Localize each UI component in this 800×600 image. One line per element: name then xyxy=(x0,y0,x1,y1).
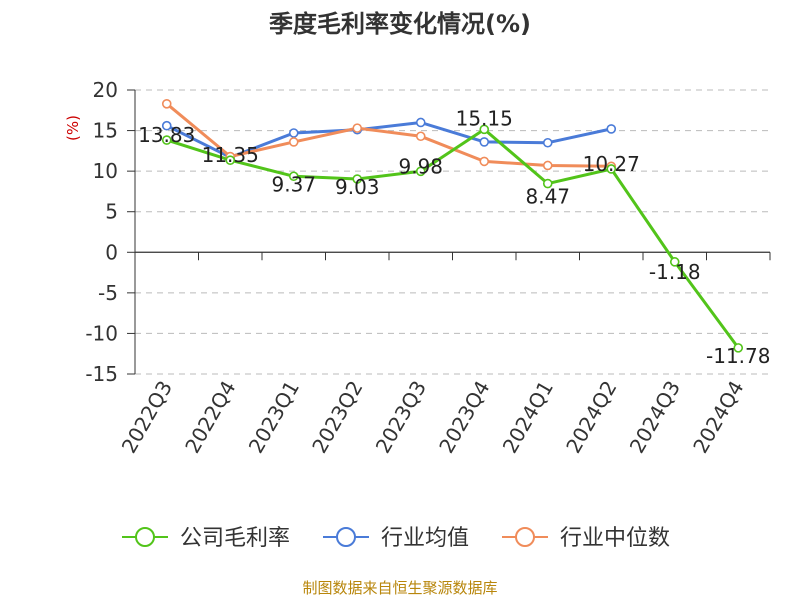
x-axis-ticks: 2022Q3 2022Q4 2023Q1 2023Q2 2023Q3 2023Q4 2024… xyxy=(117,377,749,458)
data-point xyxy=(542,137,553,148)
data-point xyxy=(352,123,363,133)
data-point xyxy=(288,171,299,182)
legend-marker xyxy=(515,527,535,547)
y-tick-label: 0 xyxy=(105,240,118,264)
legend-label: 行业中位数 xyxy=(560,526,670,551)
data-point xyxy=(161,135,172,145)
y-tick-label: -15 xyxy=(85,362,118,386)
data-point xyxy=(288,137,299,147)
axes xyxy=(127,89,771,375)
y-axis-ticks: 20 15 10 5 0 -5 -10 -15 xyxy=(85,78,118,386)
data-label: -1.18 xyxy=(649,260,701,284)
legend-item[interactable]: 公司毛利率 xyxy=(122,526,290,551)
gridlines xyxy=(135,89,770,375)
data-point xyxy=(479,156,490,167)
data-point xyxy=(415,131,426,142)
x-tick-label: 2024Q2 xyxy=(561,377,621,458)
data-label: 15.15 xyxy=(456,106,513,130)
x-tick-label: 2022Q3 xyxy=(117,377,177,458)
legend[interactable]: 公司毛利率 行业均值 行业中位数 xyxy=(122,526,670,551)
y-tick-label: 15 xyxy=(93,119,118,143)
y-tick-label: -10 xyxy=(85,321,118,345)
data-label: 9.03 xyxy=(335,175,380,199)
legend-marker xyxy=(336,527,356,547)
data-point xyxy=(542,160,553,171)
data-labels: 13.83 11.35 9.37 9.03 9.98 15.15 8.47 10.27 -1.1… xyxy=(138,106,770,368)
legend-label: 公司毛利率 xyxy=(180,526,290,551)
legend-item[interactable]: 行业中位数 xyxy=(502,526,670,551)
x-tick-label: 2023Q3 xyxy=(371,377,431,458)
data-point xyxy=(606,164,617,174)
data-point xyxy=(161,98,172,109)
series-line-0 xyxy=(165,127,740,350)
legend-marker xyxy=(135,527,155,547)
data-point xyxy=(352,174,363,184)
x-tick-label: 2023Q4 xyxy=(434,377,494,458)
data-point xyxy=(479,124,490,135)
data-label: 11.35 xyxy=(202,143,259,167)
legend-label: 行业均值 xyxy=(381,526,469,551)
data-point xyxy=(669,257,680,267)
data-point xyxy=(415,117,426,128)
x-tick-label: 2024Q4 xyxy=(688,377,748,458)
data-label: 9.37 xyxy=(271,172,316,196)
x-tick-label: 2023Q1 xyxy=(244,377,304,458)
y-tick-label: -5 xyxy=(98,281,118,305)
data-label: 13.83 xyxy=(138,123,195,147)
data-point xyxy=(542,178,553,189)
data-label: 8.47 xyxy=(525,185,570,209)
data-point xyxy=(225,155,236,165)
x-tick-label: 2024Q1 xyxy=(498,377,558,458)
y-tick-label: 5 xyxy=(105,200,118,224)
data-point xyxy=(606,124,617,134)
legend-item[interactable]: 行业均值 xyxy=(323,526,469,551)
data-point xyxy=(161,120,172,131)
chart-title: 季度毛利率变化情况(%) xyxy=(269,10,531,38)
data-point xyxy=(479,137,490,147)
data-point xyxy=(733,343,744,353)
x-tick-label: 2024Q3 xyxy=(625,377,685,458)
data-point xyxy=(415,166,426,177)
series-lines xyxy=(165,102,740,350)
series-line-2 xyxy=(165,102,613,168)
data-label: -11.78 xyxy=(706,344,770,368)
series-points xyxy=(161,98,744,353)
x-tick-label: 2022Q4 xyxy=(180,377,240,458)
data-label: 10.27 xyxy=(583,152,640,176)
y-tick-label: 10 xyxy=(93,159,118,183)
data-label: 9.98 xyxy=(398,154,443,178)
source-text: 制图数据来自恒生聚源数据库 xyxy=(302,579,497,597)
data-point xyxy=(288,128,299,138)
x-tick-label: 2023Q2 xyxy=(307,377,367,458)
y-axis-label: (%) xyxy=(64,115,82,141)
y-tick-label: 20 xyxy=(93,78,118,102)
